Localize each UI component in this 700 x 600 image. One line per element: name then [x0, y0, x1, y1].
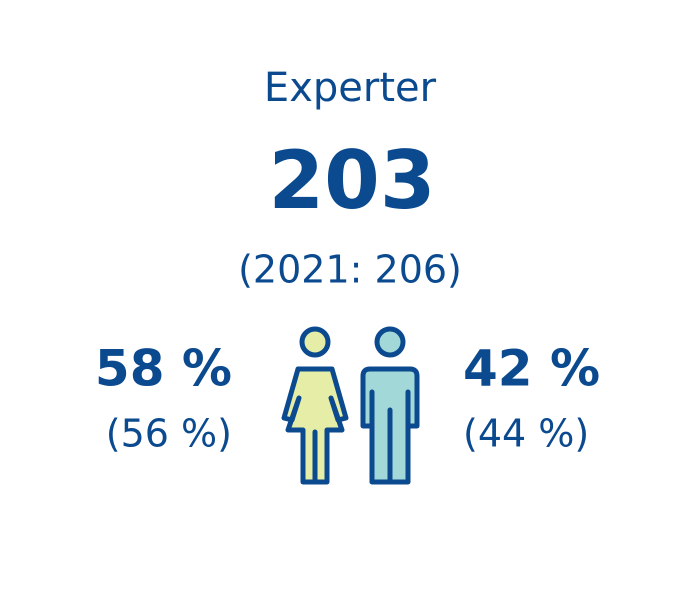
woman-head — [299, 326, 331, 358]
women-previous: (56 %) — [106, 412, 232, 456]
woman-body — [281, 366, 349, 485]
men-share: 42 % — [463, 340, 600, 398]
man-icon — [360, 326, 420, 485]
woman-icon — [281, 326, 349, 485]
women-share: 58 % — [95, 340, 232, 398]
title: Experter — [264, 65, 437, 111]
men-previous: (44 %) — [463, 412, 589, 456]
total-value: 203 — [269, 134, 436, 227]
total-previous: (2021: 206) — [238, 248, 462, 292]
man-head — [374, 326, 406, 358]
